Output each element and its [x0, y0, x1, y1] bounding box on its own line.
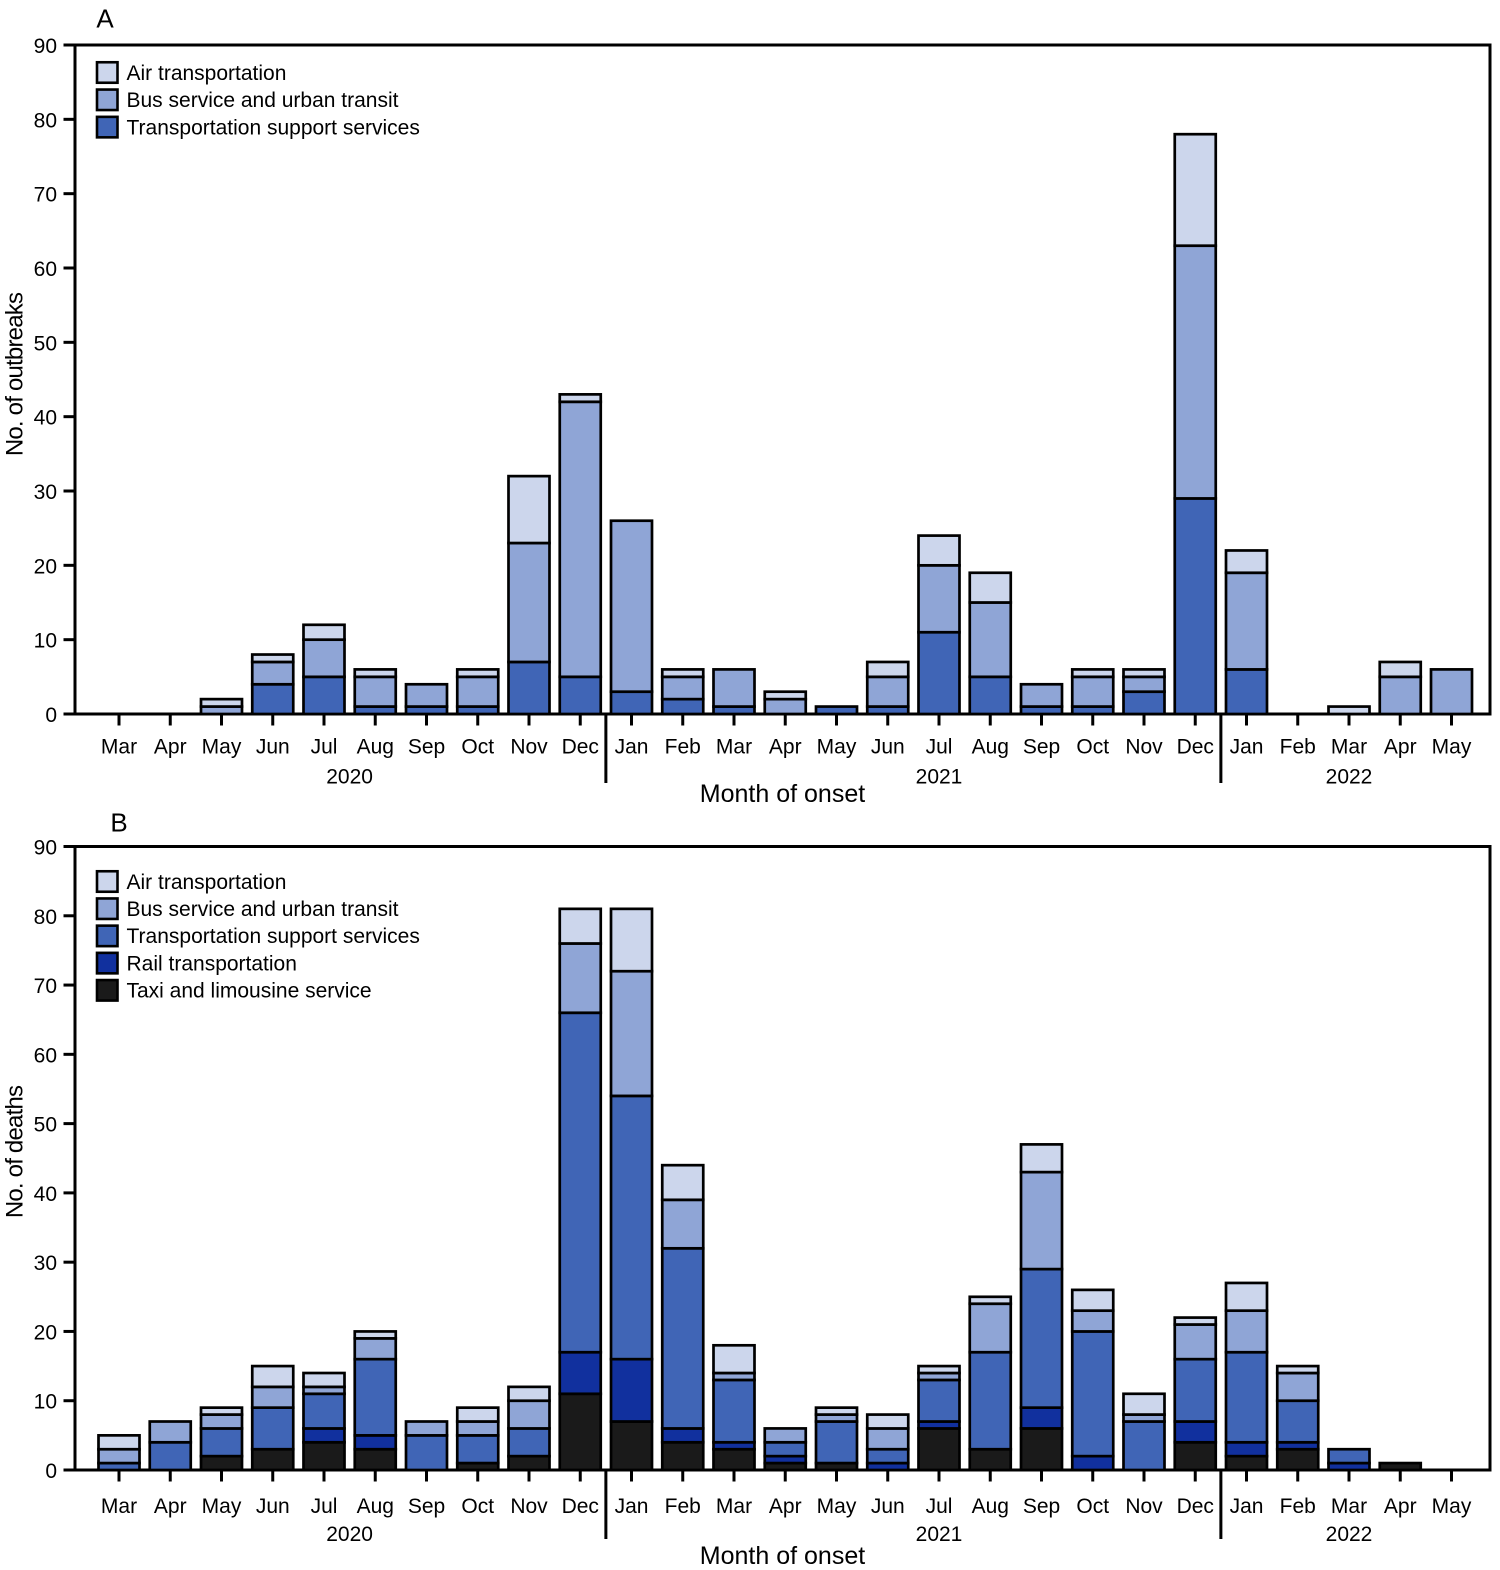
svg-text:A: A	[96, 4, 114, 34]
svg-text:Apr: Apr	[154, 736, 187, 759]
svg-text:Jun: Jun	[256, 1495, 290, 1518]
svg-text:Feb: Feb	[1280, 1495, 1316, 1518]
svg-text:Sep: Sep	[408, 736, 445, 759]
svg-text:Nov: Nov	[1125, 736, 1163, 759]
svg-text:Aug: Aug	[972, 736, 1009, 759]
svg-text:90: 90	[34, 837, 57, 860]
svg-text:80: 80	[34, 906, 57, 929]
svg-text:10: 10	[34, 1391, 57, 1414]
svg-text:Aug: Aug	[972, 1495, 1009, 1518]
svg-text:Jan: Jan	[615, 736, 649, 759]
svg-text:30: 30	[34, 481, 57, 504]
svg-text:Dec: Dec	[562, 736, 599, 759]
svg-text:20: 20	[34, 555, 57, 578]
svg-text:Feb: Feb	[665, 736, 701, 759]
svg-text:Apr: Apr	[769, 1495, 802, 1518]
svg-text:10: 10	[34, 630, 57, 653]
svg-text:May: May	[817, 736, 857, 759]
svg-text:Apr: Apr	[1384, 736, 1417, 759]
svg-text:Rail transportation: Rail transportation	[127, 952, 297, 975]
svg-text:Aug: Aug	[357, 1495, 394, 1518]
svg-text:50: 50	[34, 332, 57, 355]
svg-text:2021: 2021	[916, 1523, 963, 1546]
svg-text:Dec: Dec	[1177, 1495, 1214, 1518]
svg-text:50: 50	[34, 1114, 57, 1137]
svg-text:Mar: Mar	[716, 1495, 752, 1518]
svg-text:May: May	[202, 1495, 242, 1518]
svg-text:Bus service and urban transit: Bus service and urban transit	[127, 89, 399, 112]
svg-text:80: 80	[34, 109, 57, 132]
svg-text:No. of deaths: No. of deaths	[2, 1085, 29, 1218]
svg-text:Jun: Jun	[256, 736, 290, 759]
svg-text:2022: 2022	[1326, 766, 1373, 789]
svg-text:Dec: Dec	[1177, 736, 1214, 759]
svg-text:Mar: Mar	[716, 736, 752, 759]
svg-text:Jul: Jul	[926, 736, 953, 759]
svg-text:Air transportation: Air transportation	[127, 62, 287, 85]
svg-text:Nov: Nov	[1125, 1495, 1163, 1518]
svg-text:20: 20	[34, 1321, 57, 1344]
svg-text:Sep: Sep	[408, 1495, 445, 1518]
svg-text:Sep: Sep	[1023, 736, 1060, 759]
svg-text:Oct: Oct	[461, 1495, 494, 1518]
svg-text:May: May	[1432, 1495, 1472, 1518]
svg-text:Jan: Jan	[1230, 1495, 1264, 1518]
svg-text:Aug: Aug	[357, 736, 394, 759]
svg-text:Nov: Nov	[510, 736, 548, 759]
svg-text:May: May	[817, 1495, 857, 1518]
svg-text:60: 60	[34, 258, 57, 281]
svg-text:Jul: Jul	[311, 736, 338, 759]
svg-text:70: 70	[34, 975, 57, 998]
svg-text:Month of onset: Month of onset	[700, 780, 865, 808]
svg-text:Jul: Jul	[926, 1495, 953, 1518]
svg-text:2020: 2020	[326, 766, 373, 789]
svg-text:Mar: Mar	[101, 736, 137, 759]
svg-text:90: 90	[34, 35, 57, 58]
svg-text:0: 0	[45, 704, 57, 727]
svg-text:Air transportation: Air transportation	[127, 871, 287, 894]
svg-text:No. of outbreaks: No. of outbreaks	[2, 292, 29, 456]
svg-text:Apr: Apr	[154, 1495, 187, 1518]
svg-text:Apr: Apr	[1384, 1495, 1417, 1518]
svg-text:Mar: Mar	[1331, 736, 1367, 759]
svg-text:Jan: Jan	[615, 1495, 649, 1518]
svg-text:2021: 2021	[916, 766, 963, 789]
svg-text:Dec: Dec	[562, 1495, 599, 1518]
svg-text:May: May	[202, 736, 242, 759]
svg-text:Oct: Oct	[1076, 736, 1109, 759]
svg-text:Taxi and limousine service: Taxi and limousine service	[127, 980, 372, 1003]
svg-text:2022: 2022	[1326, 1523, 1373, 1546]
svg-text:Jan: Jan	[1230, 736, 1264, 759]
svg-text:Nov: Nov	[510, 1495, 548, 1518]
svg-text:Jun: Jun	[871, 1495, 905, 1518]
svg-text:40: 40	[34, 407, 57, 430]
svg-text:Oct: Oct	[1076, 1495, 1109, 1518]
svg-text:Feb: Feb	[665, 1495, 701, 1518]
svg-text:Mar: Mar	[101, 1495, 137, 1518]
svg-text:70: 70	[34, 184, 57, 207]
svg-text:Jul: Jul	[311, 1495, 338, 1518]
svg-text:Month of onset: Month of onset	[700, 1542, 865, 1570]
svg-text:30: 30	[34, 1252, 57, 1275]
svg-text:Oct: Oct	[461, 736, 494, 759]
svg-text:Feb: Feb	[1280, 736, 1316, 759]
svg-text:2020: 2020	[326, 1523, 373, 1546]
svg-text:60: 60	[34, 1044, 57, 1067]
svg-text:Transportation support service: Transportation support services	[127, 925, 420, 948]
svg-text:Jun: Jun	[871, 736, 905, 759]
svg-text:Apr: Apr	[769, 736, 802, 759]
svg-text:Mar: Mar	[1331, 1495, 1367, 1518]
svg-text:May: May	[1432, 736, 1472, 759]
svg-text:Sep: Sep	[1023, 1495, 1060, 1518]
svg-text:0: 0	[45, 1460, 57, 1483]
svg-text:B: B	[110, 808, 127, 838]
svg-text:40: 40	[34, 1183, 57, 1206]
svg-text:Bus service and urban transit: Bus service and urban transit	[127, 898, 399, 921]
svg-text:Transportation support service: Transportation support services	[127, 116, 420, 139]
